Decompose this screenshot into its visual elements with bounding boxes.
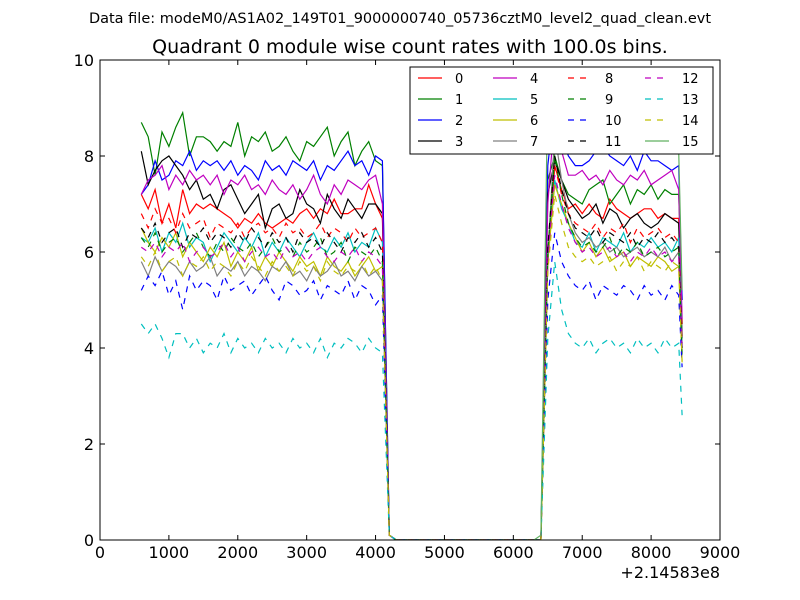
x-tick-label: 0 xyxy=(95,543,105,562)
y-tick-label: 0 xyxy=(84,531,94,550)
x-tick-label: 9000 xyxy=(700,543,741,562)
legend-label-9: 9 xyxy=(605,93,613,108)
legend-label-4: 4 xyxy=(530,72,538,87)
series-line-4 xyxy=(140,112,683,540)
y-tick-label: 4 xyxy=(84,339,94,358)
x-tick-label: 7000 xyxy=(562,543,603,562)
series-line-9 xyxy=(140,155,683,540)
series-line-3 xyxy=(140,151,683,540)
legend-box xyxy=(409,66,714,155)
legend-label-7: 7 xyxy=(530,135,538,150)
series-line-5 xyxy=(140,179,683,540)
x-tick-label: 2000 xyxy=(217,543,258,562)
suptitle: Data file: modeM0/AS1A02_149T01_90000007… xyxy=(89,11,711,27)
legend-label-15: 15 xyxy=(682,135,699,150)
series-line-6 xyxy=(140,184,683,540)
x-tick-label: 8000 xyxy=(631,543,672,562)
legend-label-5: 5 xyxy=(530,93,538,108)
series-line-8 xyxy=(140,165,683,540)
x-tick-label: 5000 xyxy=(424,543,465,562)
chart-title: Quadrant 0 module wise count rates with … xyxy=(152,36,668,58)
series-line-13 xyxy=(140,261,683,540)
legend-label-8: 8 xyxy=(605,72,613,87)
x-offset-label: +2.14583e8 xyxy=(620,563,720,582)
series-line-1 xyxy=(140,110,683,540)
series-line-12 xyxy=(140,175,683,540)
legend-label-10: 10 xyxy=(605,114,622,129)
y-tick-label: 2 xyxy=(84,435,94,454)
legend-label-2: 2 xyxy=(455,114,463,129)
x-tick-label: 3000 xyxy=(286,543,327,562)
legend-label-1: 1 xyxy=(455,93,463,108)
legend-label-14: 14 xyxy=(682,114,699,129)
series-line-7 xyxy=(140,131,683,540)
x-tick-label: 6000 xyxy=(493,543,534,562)
y-tick-label: 10 xyxy=(74,51,94,70)
series-line-0 xyxy=(140,165,683,540)
legend-label-12: 12 xyxy=(682,72,699,87)
legend-label-0: 0 xyxy=(455,72,463,87)
x-tick-label: 1000 xyxy=(149,543,190,562)
y-tick-label: 8 xyxy=(84,147,94,166)
x-tick-label: 4000 xyxy=(355,543,396,562)
y-tick-label: 6 xyxy=(84,243,94,262)
series-line-10 xyxy=(140,232,683,540)
legend-label-3: 3 xyxy=(455,135,463,150)
plot-frame xyxy=(99,59,721,541)
ticks-layer: 0 1000 2000 3000 4000 5000 6000 7000 8000 9000 0 2 4… xyxy=(74,51,741,562)
legend-label-13: 13 xyxy=(682,93,699,108)
legend-label-6: 6 xyxy=(530,114,538,129)
legend-label-11: 11 xyxy=(605,135,622,150)
